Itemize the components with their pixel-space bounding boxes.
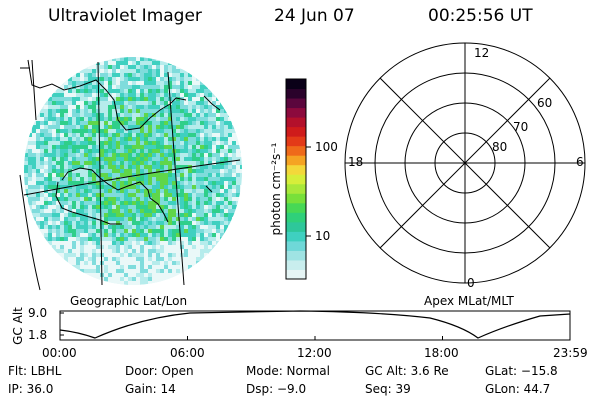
lat-label-60: 60	[537, 96, 553, 110]
colorbar-segment	[286, 79, 306, 90]
colorbar-segment	[286, 174, 306, 185]
colorbar-segment	[286, 240, 306, 251]
time-tick-0000: 00:00	[42, 346, 77, 360]
colorbar-segment	[286, 126, 306, 137]
mlt-label-18: 18	[348, 155, 364, 169]
info-door: Door: Open	[125, 364, 194, 378]
colorbar-segment	[286, 183, 306, 194]
colorbar-segment	[286, 155, 306, 166]
colorbar-segment	[286, 202, 306, 213]
colorbar-tick-100: 100	[315, 140, 338, 154]
time-tick-1800: 18:00	[424, 346, 459, 360]
info-seq: Seq: 39	[365, 382, 411, 396]
mlt-label-0: 0	[467, 276, 475, 290]
time-tick-1200: 12:00	[297, 346, 332, 360]
info-dsp: Dsp: −9.0	[246, 382, 307, 396]
colorbar-segment	[286, 269, 306, 280]
lat-label-80: 80	[492, 140, 508, 154]
colorbar-segment	[286, 212, 306, 223]
info-gain: Gain: 14	[125, 382, 176, 396]
alt-tick-9: 9.0	[28, 306, 48, 320]
colorbar-unit-label: photon cm⁻²s⁻¹	[269, 142, 283, 236]
colorbar-segment	[286, 117, 306, 128]
gc-alt-axis-label: GC Alt	[11, 307, 25, 345]
date-label: 24 Jun 07	[274, 6, 355, 26]
alt-tick-1-8: 1.8	[28, 328, 48, 342]
info-ip: IP: 36.0	[8, 382, 54, 396]
apex-caption: Apex MLat/MLT	[424, 294, 514, 308]
info-flt: Flt: LBHL	[8, 364, 62, 378]
colorbar-segment	[286, 88, 306, 99]
polar-grid	[344, 42, 586, 284]
time-tick-0600: 06:00	[170, 346, 205, 360]
colorbar-segment	[286, 164, 306, 175]
geographic-caption: Geographic Lat/Lon	[70, 294, 188, 308]
mlt-label-6: 6	[576, 155, 584, 169]
time-label: 00:25:56 UT	[428, 6, 533, 26]
altitude-curve	[59, 310, 571, 339]
colorbar	[285, 78, 311, 280]
app-title: Ultraviolet Imager	[48, 6, 202, 26]
colorbar-segment	[286, 107, 306, 118]
info-glon: GLon: 44.7	[485, 382, 551, 396]
coastline-overlay	[19, 59, 221, 291]
colorbar-segment	[286, 250, 306, 261]
colorbar-segment	[286, 221, 306, 232]
colorbar-segment	[286, 193, 306, 204]
altitude-strip	[59, 310, 571, 341]
time-tick-2359: 23:59	[553, 346, 588, 360]
latlon-grid	[23, 59, 241, 286]
colorbar-segment	[286, 259, 306, 270]
colorbar-segment	[286, 145, 306, 156]
info-glat: GLat: −15.8	[485, 364, 558, 378]
colorbar-segment	[286, 98, 306, 109]
mlt-label-12: 12	[474, 46, 490, 60]
info-mode: Mode: Normal	[246, 364, 330, 378]
colorbar-segment	[286, 136, 306, 147]
colorbar-tick-10: 10	[315, 229, 331, 243]
info-gc-alt: GC Alt: 3.6 Re	[365, 364, 449, 378]
uv-image-disc	[19, 57, 242, 291]
lat-label-70: 70	[513, 120, 529, 134]
colorbar-segment	[286, 231, 306, 242]
